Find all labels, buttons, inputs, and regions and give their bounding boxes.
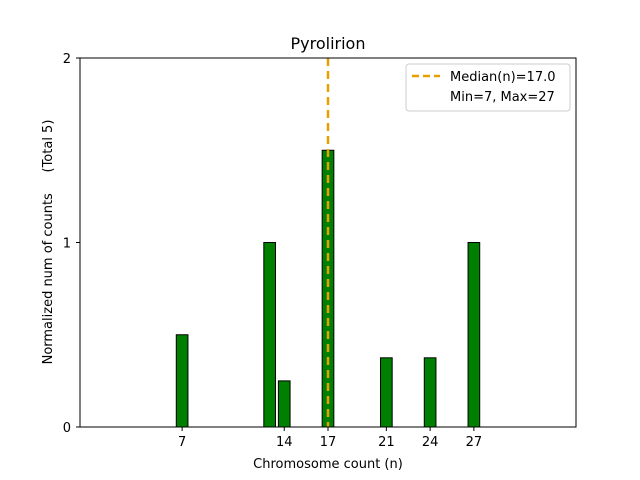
bar-n24 <box>423 357 437 428</box>
x-tick-label-17: 17 <box>320 435 337 450</box>
bar-n7 <box>175 334 189 428</box>
bar-n27 <box>467 242 481 428</box>
legend-box <box>405 63 571 112</box>
y-axis-ticks: 0 1 2 <box>63 52 80 436</box>
chart-title: Pyrolirion <box>291 34 366 53</box>
x-axis-ticks: 7 14 17 21 24 27 <box>178 427 482 450</box>
x-tick-label-24: 24 <box>422 435 439 450</box>
x-tick-label-14: 14 <box>276 435 293 450</box>
y-tick-label-1: 1 <box>63 237 71 252</box>
legend-entry-median: Median(n)=17.0 <box>450 70 556 85</box>
legend: Median(n)=17.0 Min=7, Max=27 <box>405 63 571 112</box>
y-axis-label: Normalized num of counts (Total 5) <box>41 120 56 365</box>
bar-n14 <box>277 380 291 428</box>
legend-entry-minmax: Min=7, Max=27 <box>450 90 555 105</box>
x-axis-label: Chromosome count (n) <box>253 457 403 472</box>
x-tick-label-7: 7 <box>178 435 186 450</box>
y-tick-label-2: 2 <box>63 52 71 67</box>
x-tick-label-21: 21 <box>378 435 395 450</box>
bar-n21 <box>380 357 393 428</box>
y-tick-label-0: 0 <box>63 421 71 436</box>
x-tick-label-27: 27 <box>466 435 483 450</box>
bar-n13 <box>263 242 276 428</box>
